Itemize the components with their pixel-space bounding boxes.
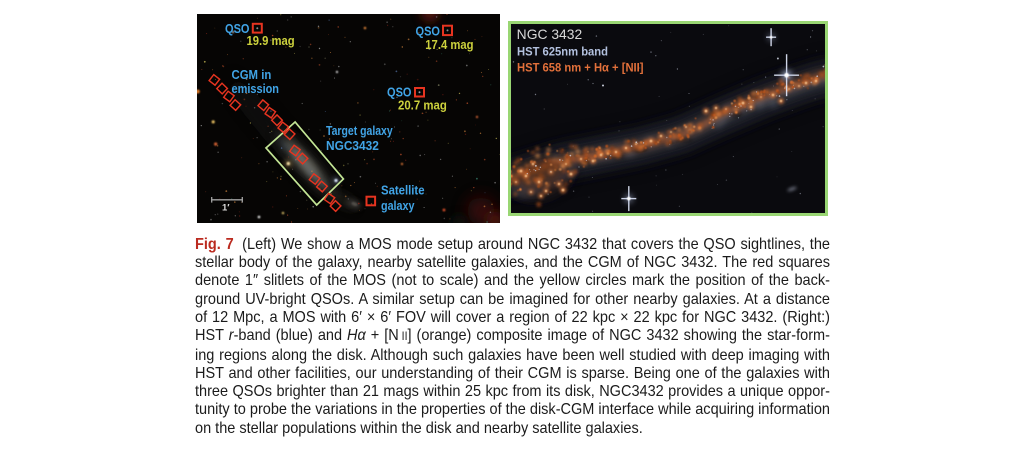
svg-text:CGM in: CGM in bbox=[232, 67, 272, 82]
svg-text:QSO: QSO bbox=[416, 23, 441, 38]
svg-text:Satellite: Satellite bbox=[381, 183, 425, 198]
svg-text:17.4 mag: 17.4 mag bbox=[425, 37, 473, 52]
svg-text:20.7 mag: 20.7 mag bbox=[398, 98, 447, 113]
svg-text:HST 658 nm + Hα + [NII]: HST 658 nm + Hα + [NII] bbox=[517, 60, 644, 74]
svg-text:19.9 mag: 19.9 mag bbox=[247, 33, 295, 48]
svg-text:emission: emission bbox=[232, 81, 280, 96]
svg-text:HST 625nm band: HST 625nm band bbox=[517, 44, 608, 58]
svg-text:NGC 3432: NGC 3432 bbox=[516, 27, 582, 42]
svg-text:galaxy: galaxy bbox=[381, 198, 415, 213]
svg-text:QSO: QSO bbox=[225, 21, 250, 36]
svg-text:NGC3432: NGC3432 bbox=[326, 138, 379, 153]
svg-text:QSO: QSO bbox=[387, 85, 412, 100]
svg-text:1′: 1′ bbox=[222, 203, 230, 214]
svg-text:Target galaxy: Target galaxy bbox=[326, 123, 393, 138]
